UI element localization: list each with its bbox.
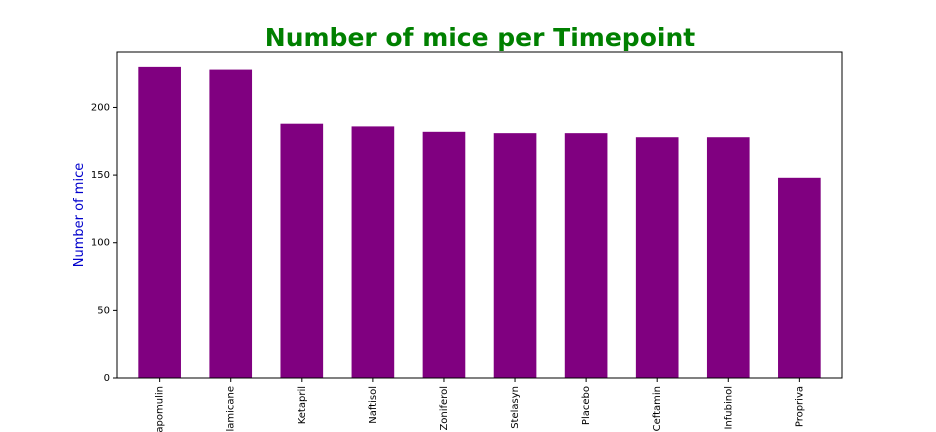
bar-infubinol (706, 137, 750, 378)
y-tick-label: 50 (97, 305, 110, 316)
x-tick-label: Naftisol (368, 386, 379, 424)
bar-ketapril (280, 123, 324, 378)
y-tick-label: 100 (91, 238, 110, 249)
bar-lamicane (209, 69, 253, 378)
x-tick-label: Placebo (581, 386, 592, 425)
x-tick-label: Ketapril (297, 386, 308, 424)
x-tick-label: Propriva (794, 386, 805, 427)
chart-title: Number of mice per Timepoint (265, 23, 695, 52)
y-tick-label: 0 (104, 373, 110, 384)
x-ticks-group: apomulin lamicane Ketapril Naftisol Zonifero… (155, 378, 805, 432)
y-axis-label: Number of mice (72, 163, 87, 267)
y-tick-label: 200 (91, 102, 110, 113)
bar-ceftamin (635, 137, 679, 378)
x-tick-label: apomulin (155, 386, 166, 432)
y-tick-label: 150 (91, 170, 110, 181)
bar-zoniferol (422, 131, 466, 378)
bar-stelasyn (493, 133, 537, 378)
bar-placebo (564, 133, 608, 378)
x-tick-label: Infubinol (723, 386, 734, 430)
bar-apomulin (138, 66, 181, 378)
y-ticks-group: 0 50 100 150 200 (91, 102, 117, 384)
x-tick-label: Stelasyn (510, 386, 521, 429)
x-tick-label: lamicane (226, 386, 237, 432)
bar-propriva (778, 177, 821, 378)
plot-frame (116, 51, 843, 379)
x-tick-label: Ceftamin (652, 386, 663, 431)
x-tick-label: Zoniferol (439, 386, 450, 431)
bars-group (138, 66, 821, 379)
bar-naftisol (351, 126, 395, 379)
